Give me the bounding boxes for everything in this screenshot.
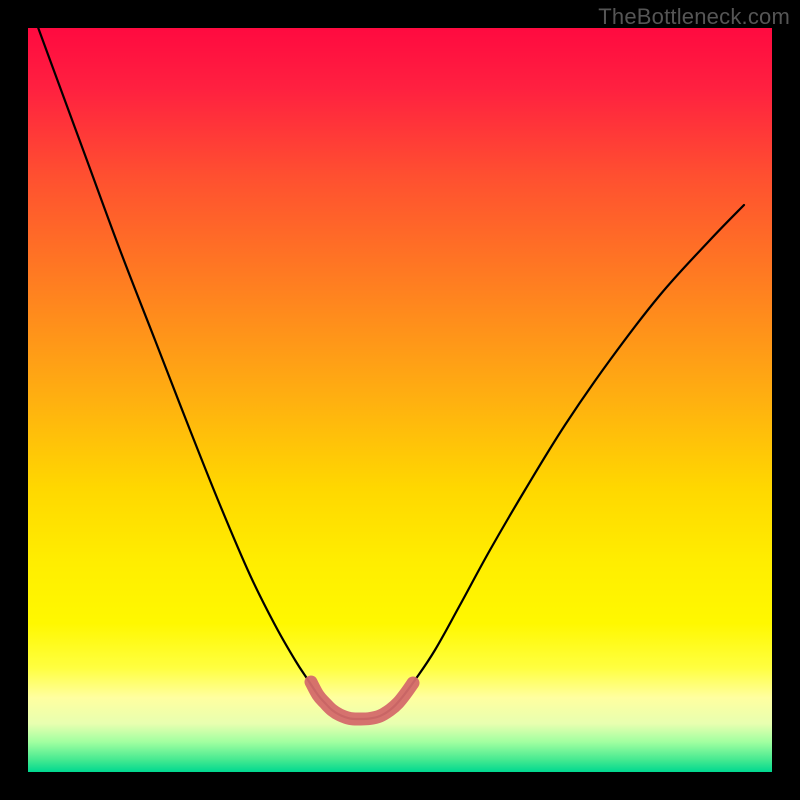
curve-layer: [28, 28, 772, 772]
plot-area: [28, 28, 772, 772]
bottleneck-curve: [28, 0, 744, 719]
watermark-text: TheBottleneck.com: [598, 4, 790, 30]
optimal-highlight-band: [311, 682, 413, 719]
